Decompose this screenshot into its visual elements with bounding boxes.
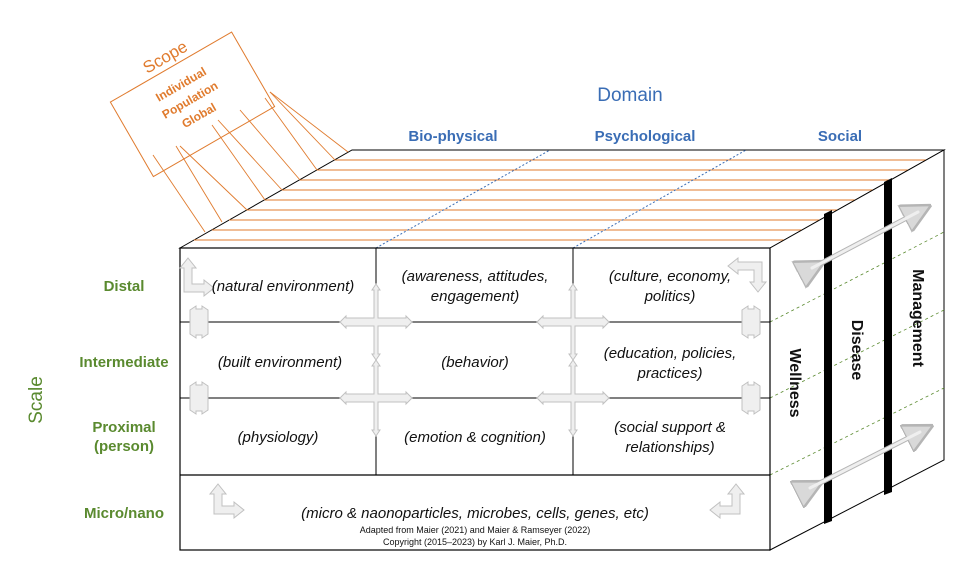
cube-front-face bbox=[179, 247, 771, 551]
cell-proximal-biophysical: (physiology) bbox=[238, 429, 319, 446]
cell-proximal-psychological: (emotion & cognition) bbox=[404, 429, 546, 446]
cell-proximal-social-line2: relationships) bbox=[625, 439, 714, 456]
scale-label-micro: Micro/nano bbox=[84, 505, 164, 522]
cube-top-face bbox=[178, 149, 946, 249]
side-label-wellness: Wellness bbox=[786, 348, 803, 417]
scale-label-person: (person) bbox=[94, 438, 154, 455]
cell-intermediate-social-line1: (education, policies, bbox=[604, 345, 737, 362]
cell-distal-psychological-line1: (awareness, attitudes, bbox=[402, 268, 549, 285]
domain-label-social: Social bbox=[818, 128, 862, 145]
footer-adapted: Adapted from Maier (2021) and Maier & Ra… bbox=[360, 525, 591, 535]
cell-proximal-social-line1: (social support & bbox=[614, 419, 726, 436]
cube-right-face bbox=[769, 149, 945, 551]
cell-distal-biophysical: (natural environment) bbox=[212, 278, 355, 295]
cell-intermediate-psychological: (behavior) bbox=[441, 354, 509, 371]
scale-label-intermediate: Intermediate bbox=[79, 354, 168, 371]
scope-box: Scope Individual Population Global bbox=[109, 31, 276, 178]
cell-intermediate-biophysical: (built environment) bbox=[218, 354, 342, 371]
side-label-management: Management bbox=[909, 269, 926, 367]
domain-label-biophysical: Bio-physical bbox=[408, 128, 497, 145]
footer-copyright: Copyright (2015–2023) by Karl J. Maier, … bbox=[383, 537, 567, 547]
front-face-arrows bbox=[178, 256, 768, 520]
scale-label-distal: Distal bbox=[104, 278, 145, 295]
side-label-disease: Disease bbox=[848, 320, 865, 381]
domain-axis-title: Domain bbox=[597, 85, 662, 106]
scale-label-proximal: Proximal bbox=[92, 419, 155, 436]
scale-axis-title: Scale bbox=[26, 376, 47, 424]
cell-intermediate-social-line2: practices) bbox=[636, 365, 702, 382]
domain-label-psychological: Psychological bbox=[595, 128, 696, 145]
cell-distal-social-line2: politics) bbox=[644, 288, 696, 305]
scope-connector-lines bbox=[152, 91, 349, 233]
cell-distal-psychological-line2: engagement) bbox=[431, 288, 519, 305]
cell-micro: (micro & naonoparticles, microbes, cells… bbox=[301, 505, 649, 522]
cell-distal-social-line1: (culture, economy, bbox=[609, 268, 731, 285]
